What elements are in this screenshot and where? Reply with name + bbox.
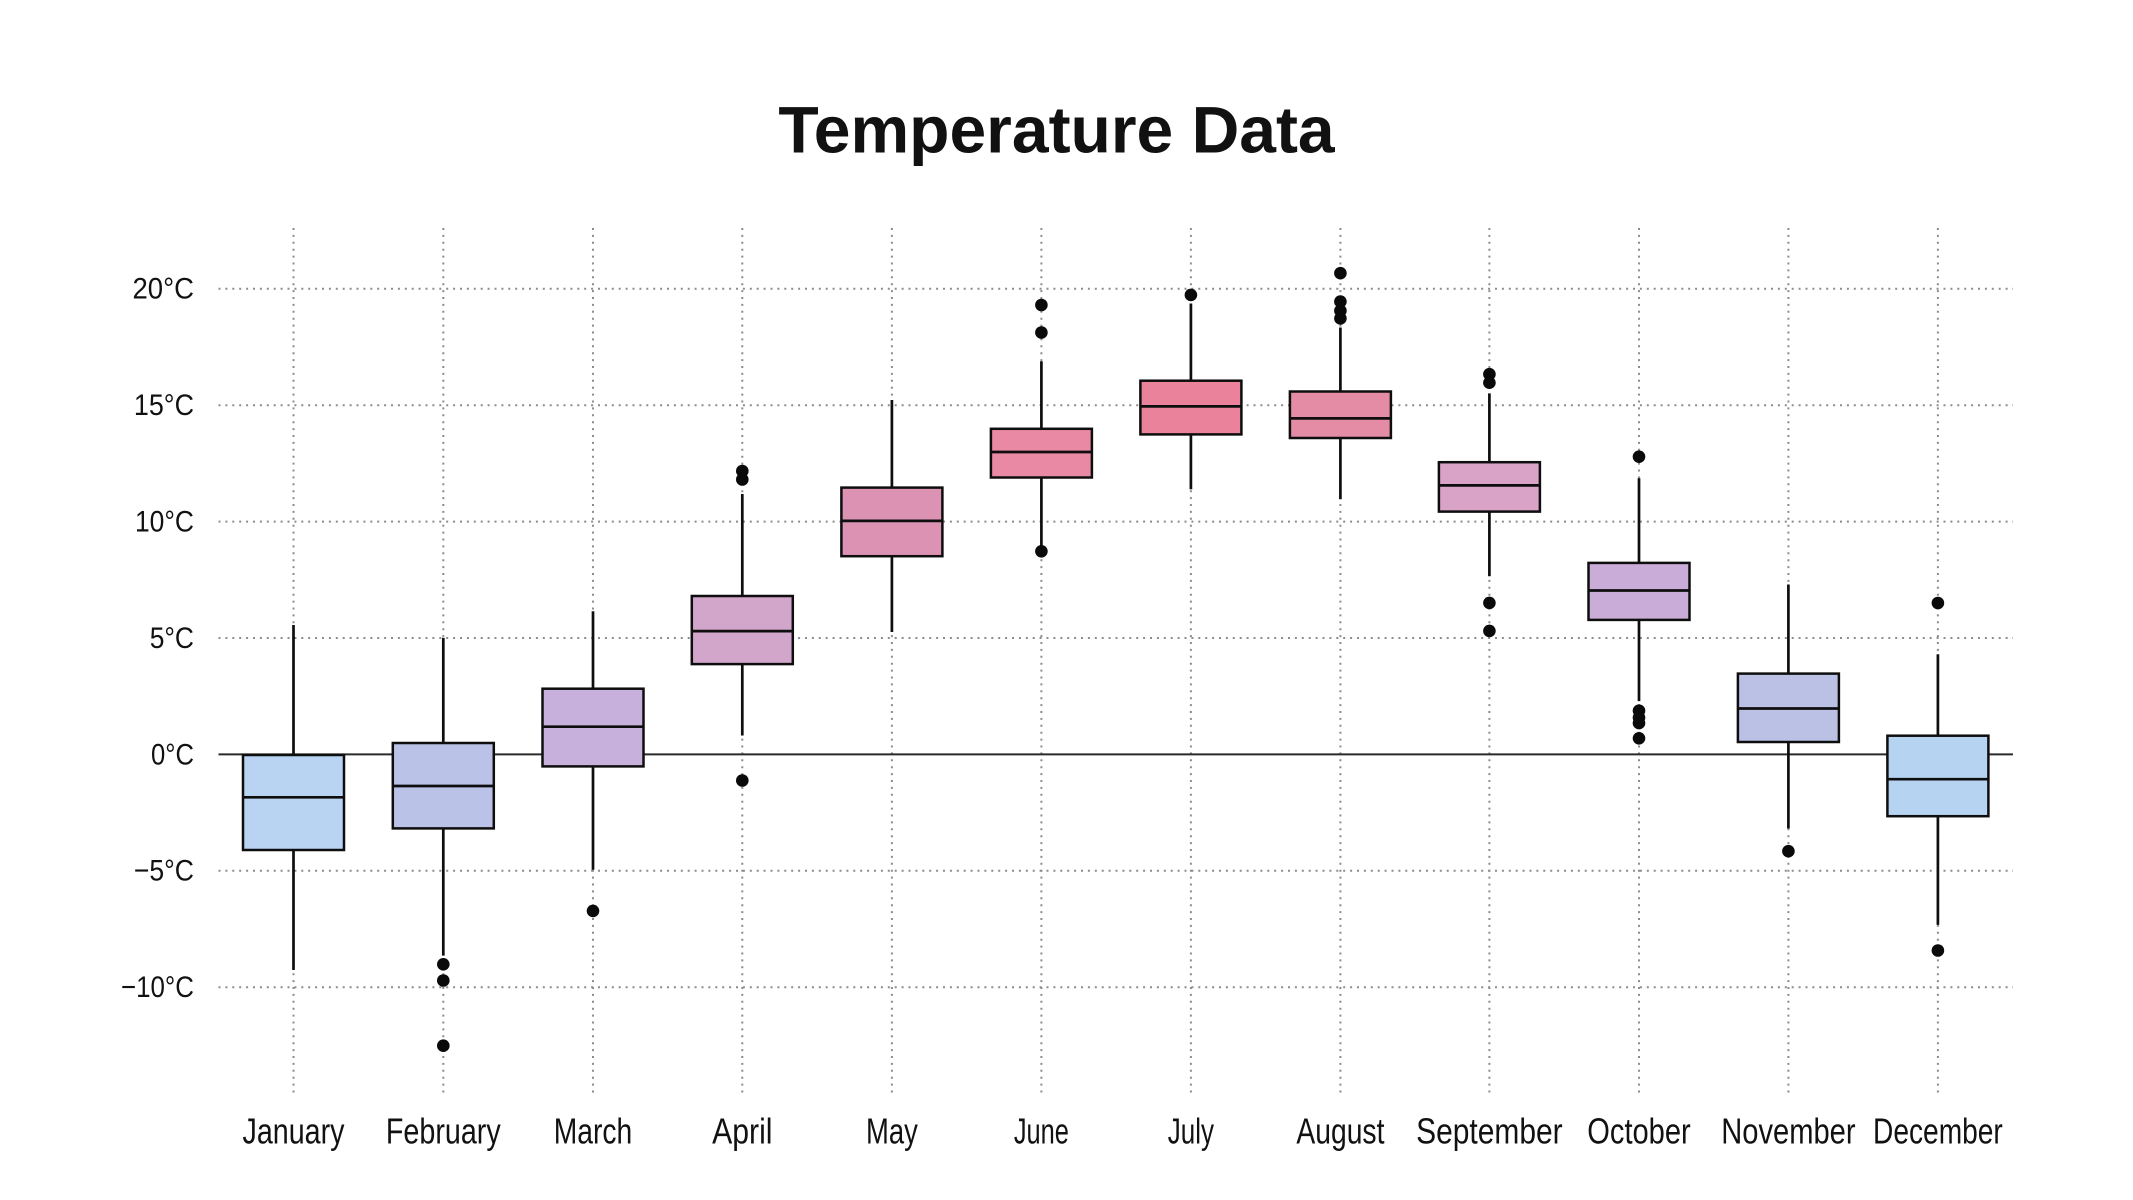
svg-text:February: February: [386, 1111, 501, 1152]
svg-text:October: October: [1587, 1111, 1690, 1152]
svg-text:January: January: [243, 1111, 345, 1152]
svg-text:20°C: 20°C: [133, 273, 195, 306]
svg-text:Temperature Data: Temperature Data: [778, 93, 1336, 167]
svg-text:April: April: [712, 1111, 772, 1152]
svg-text:10°C: 10°C: [135, 506, 194, 539]
svg-text:−10°C: −10°C: [121, 971, 194, 1004]
svg-text:September: September: [1416, 1111, 1563, 1152]
svg-text:March: March: [554, 1111, 633, 1152]
svg-text:December: December: [1873, 1111, 2003, 1152]
svg-text:5°C: 5°C: [150, 622, 194, 655]
svg-text:−5°C: −5°C: [134, 855, 194, 888]
svg-text:May: May: [866, 1111, 918, 1152]
svg-text:July: July: [1168, 1111, 1214, 1152]
svg-text:15°C: 15°C: [134, 389, 194, 422]
svg-text:November: November: [1721, 1111, 1855, 1152]
svg-text:August: August: [1296, 1111, 1384, 1152]
svg-text:0°C: 0°C: [151, 738, 194, 771]
svg-text:June: June: [1014, 1111, 1069, 1152]
